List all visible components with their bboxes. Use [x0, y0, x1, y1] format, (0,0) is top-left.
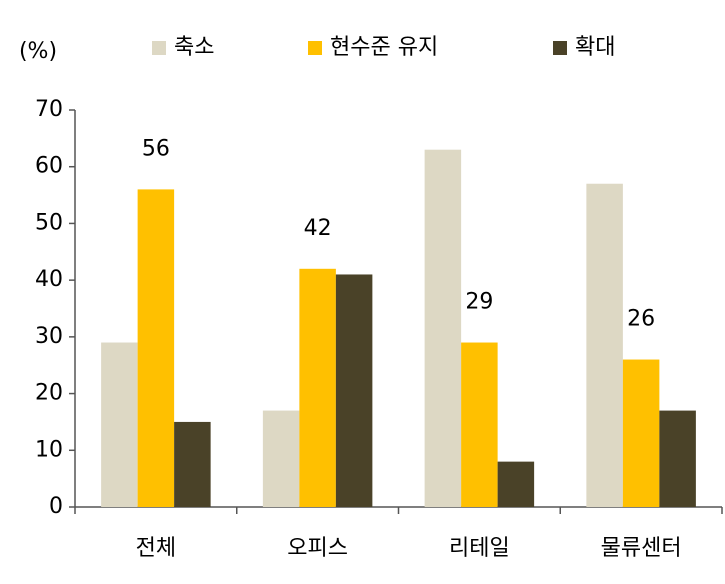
bar	[622, 359, 660, 507]
x-tick-label: 오피스	[287, 536, 348, 561]
bar	[335, 274, 373, 507]
legend-label: 확대	[575, 35, 615, 60]
bar	[262, 410, 300, 507]
bar	[424, 149, 462, 507]
legend-label: 축소	[174, 35, 214, 60]
bar	[461, 342, 498, 507]
x-tick-label: 전체	[136, 536, 176, 561]
bar	[659, 410, 696, 507]
legend-swatch	[308, 41, 322, 55]
y-tick-label: 40	[35, 267, 63, 292]
legend-swatch	[152, 41, 166, 55]
bar	[174, 421, 211, 507]
y-tick-label: 70	[35, 97, 63, 122]
y-tick-label: 60	[35, 154, 63, 179]
bar	[101, 342, 138, 507]
y-tick-label: 10	[35, 437, 63, 462]
y-tick-label: 20	[35, 381, 63, 406]
y-tick-label: 0	[49, 494, 63, 519]
bar	[586, 183, 623, 507]
bar	[497, 461, 535, 507]
y-tick-label: 50	[35, 210, 63, 235]
legend-label: 현수준 유지	[330, 35, 438, 60]
value-label: 26	[627, 307, 655, 332]
value-label: 42	[304, 216, 332, 241]
value-label: 29	[465, 290, 493, 315]
x-tick-label: 물류센터	[601, 536, 682, 561]
bar	[137, 189, 175, 507]
value-label: 56	[142, 136, 170, 161]
x-tick-label: 리테일	[449, 536, 510, 561]
y-axis-label: (%)	[19, 39, 57, 64]
bar	[299, 268, 336, 507]
y-tick-label: 30	[35, 324, 63, 349]
legend-swatch	[553, 41, 567, 55]
